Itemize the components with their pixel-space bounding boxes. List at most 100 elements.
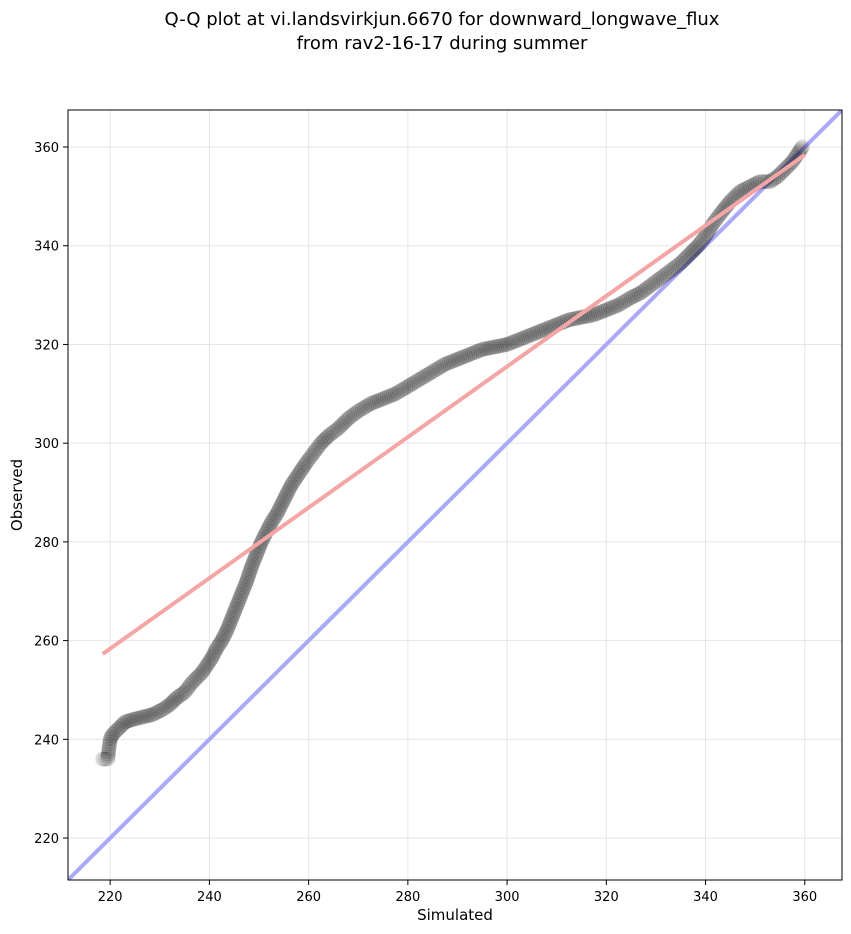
qq-point-1 xyxy=(97,751,113,767)
qq-point-29 xyxy=(132,710,148,726)
qq-point-372 xyxy=(695,232,711,248)
qq-point-116 xyxy=(243,561,259,577)
qq-point-337 xyxy=(631,286,647,302)
qq-point-44 xyxy=(162,697,178,713)
qq-point-266 xyxy=(485,339,501,355)
qq-point-83 xyxy=(216,629,232,645)
y-tick-label-3: 280 xyxy=(34,536,59,551)
qq-point-189 xyxy=(328,422,344,438)
qq-point-368 xyxy=(689,239,705,255)
qq-point-338 xyxy=(633,285,649,301)
qq-point-26 xyxy=(126,711,142,727)
qq-point-139 xyxy=(263,514,279,530)
qq-point-16 xyxy=(110,721,126,737)
qq-point-200 xyxy=(348,405,364,421)
qq-point-158 xyxy=(283,477,299,493)
qq-point-119 xyxy=(245,554,261,570)
qq-point-178 xyxy=(310,439,326,455)
qq-point-213 xyxy=(375,391,391,407)
qq-point-164 xyxy=(291,466,307,482)
qq-point-319 xyxy=(594,304,610,320)
qq-point-201 xyxy=(350,403,366,419)
qq-point-42 xyxy=(158,699,174,715)
qq-point-348 xyxy=(653,270,669,286)
qq-point-288 xyxy=(530,324,546,340)
qq-point-159 xyxy=(285,475,301,491)
qq-point-160 xyxy=(286,473,302,489)
qq-point-351 xyxy=(659,265,675,281)
qq-point-84 xyxy=(217,627,233,643)
qq-point-362 xyxy=(679,248,695,264)
qq-point-54 xyxy=(178,682,194,698)
qq-point-38 xyxy=(150,704,166,720)
regression-fit-line xyxy=(101,153,806,656)
qq-point-317 xyxy=(590,305,606,321)
qq-point-23 xyxy=(121,713,137,729)
qq-point-47 xyxy=(166,692,182,708)
qq-point-85 xyxy=(218,625,234,641)
qq-point-0 xyxy=(95,751,111,767)
qq-point-215 xyxy=(379,389,395,405)
qq-point-163 xyxy=(289,468,305,484)
qq-point-27 xyxy=(128,711,144,727)
qq-point-50 xyxy=(171,688,187,704)
qq-point-279 xyxy=(512,332,527,348)
qq-point-41 xyxy=(156,700,172,716)
qq-point-175 xyxy=(306,445,322,461)
qq-point-97 xyxy=(228,600,244,616)
qq-point-71 xyxy=(203,652,219,668)
qq-point-281 xyxy=(516,330,532,346)
qq-point-205 xyxy=(359,398,375,414)
qq-point-161 xyxy=(287,472,303,488)
qq-point-203 xyxy=(354,401,370,417)
qq-point-256 xyxy=(464,346,480,362)
qq-point-34 xyxy=(142,707,158,723)
qq-point-217 xyxy=(383,387,399,403)
x-tick-label-7: 360 xyxy=(792,890,817,905)
qq-point-90 xyxy=(222,615,238,631)
qq-point-258 xyxy=(468,344,484,360)
qq-point-349 xyxy=(655,268,671,284)
qq-point-151 xyxy=(276,491,292,507)
quantile-points xyxy=(95,139,810,767)
qq-point-199 xyxy=(346,406,362,422)
qq-point-101 xyxy=(231,592,247,608)
qq-point-333 xyxy=(623,290,639,306)
qq-point-51 xyxy=(173,687,189,703)
qq-point-227 xyxy=(404,376,420,392)
qq-point-78 xyxy=(210,638,226,654)
qq-point-218 xyxy=(385,387,401,403)
qq-point-82 xyxy=(215,631,231,647)
qq-point-28 xyxy=(130,710,146,726)
y-tick-label-1: 240 xyxy=(34,733,59,748)
qq-point-191 xyxy=(332,419,348,435)
qq-point-323 xyxy=(602,300,618,316)
qq-point-321 xyxy=(598,302,614,318)
qq-point-249 xyxy=(449,351,465,367)
qq-point-93 xyxy=(225,608,241,624)
qq-point-289 xyxy=(532,323,548,339)
qq-point-222 xyxy=(394,382,410,398)
qq-point-320 xyxy=(596,303,612,319)
qq-point-292 xyxy=(538,321,554,337)
qq-point-52 xyxy=(175,686,191,702)
qq-point-36 xyxy=(146,706,162,722)
qq-point-273 xyxy=(499,336,515,352)
x-tick-label-0: 220 xyxy=(98,890,123,905)
qq-point-150 xyxy=(275,493,291,509)
qq-point-24 xyxy=(123,712,139,728)
qq-point-88 xyxy=(220,619,236,635)
qq-point-87 xyxy=(220,621,236,637)
qq-point-177 xyxy=(309,441,325,457)
qq-point-2 xyxy=(100,751,116,767)
qq-point-92 xyxy=(224,610,240,626)
qq-point-100 xyxy=(230,594,246,610)
y-tick-label-7: 360 xyxy=(34,141,59,156)
qq-point-236 xyxy=(423,365,439,381)
qq-point-56 xyxy=(181,679,197,695)
qq-point-157 xyxy=(282,479,298,495)
qq-point-332 xyxy=(621,291,637,307)
qq-point-156 xyxy=(281,481,297,497)
qq-point-7 xyxy=(101,739,117,755)
qq-point-171 xyxy=(300,453,316,469)
